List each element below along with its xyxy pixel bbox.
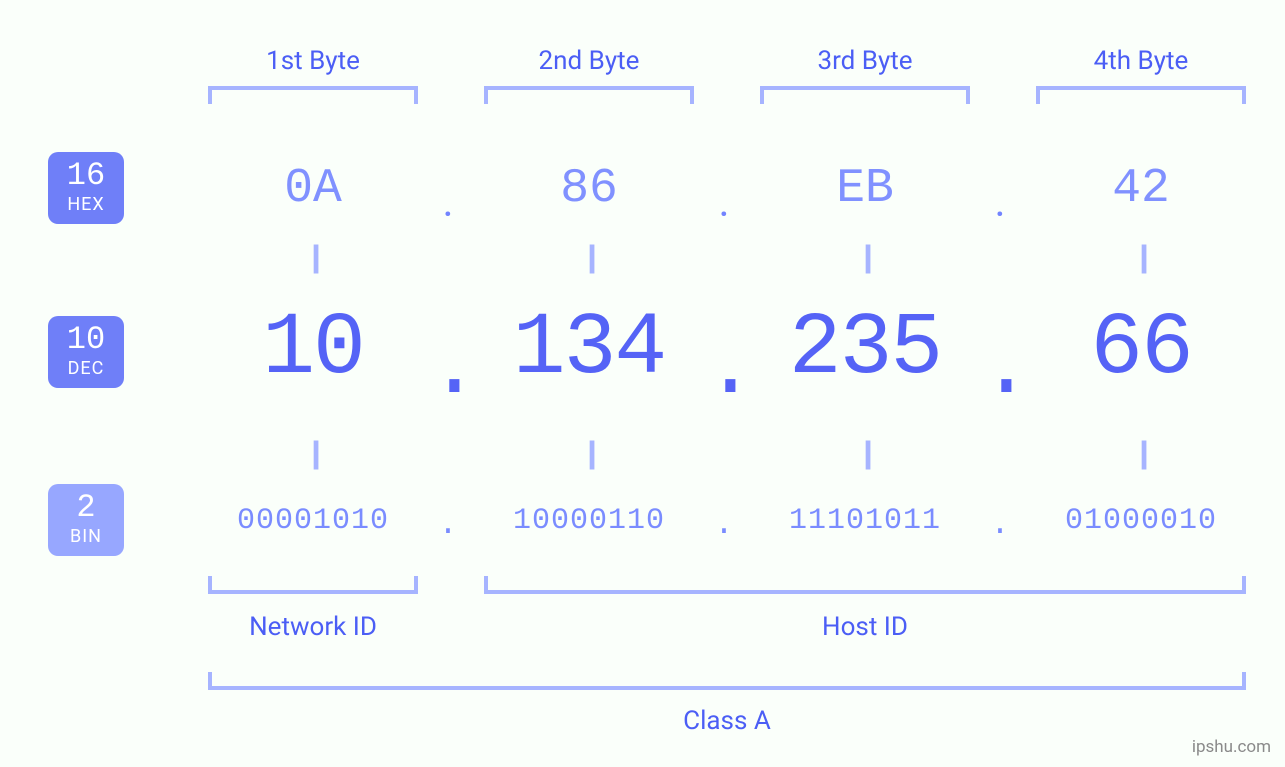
top-bracket <box>1036 86 1246 104</box>
bin-dot: . <box>428 506 468 543</box>
hex-dot: . <box>428 178 468 227</box>
bin-byte-4: 01000010 <box>1016 504 1266 538</box>
dec-byte-1: 10 <box>208 300 418 399</box>
dec-dot: . <box>428 320 468 419</box>
equals-icon: || <box>569 238 609 278</box>
equals-icon: || <box>293 238 333 278</box>
hex-byte-2: 86 <box>484 162 694 216</box>
dec-dot: . <box>980 320 1020 419</box>
class-bracket <box>208 672 1246 690</box>
host-id-bracket <box>484 576 1246 594</box>
dec-dot: . <box>704 320 744 419</box>
dec-byte-3: 235 <box>760 300 970 399</box>
base-num: 2 <box>76 492 95 524</box>
base-badge-dec: 10 DEC <box>48 316 124 388</box>
equals-icon: || <box>1121 238 1161 278</box>
class-label: Class A <box>208 706 1246 736</box>
host-id-label: Host ID <box>484 612 1246 642</box>
dec-byte-2: 134 <box>484 300 694 399</box>
equals-icon: || <box>845 434 885 474</box>
bin-byte-1: 00001010 <box>188 504 438 538</box>
equals-icon: || <box>293 434 333 474</box>
base-abbr: BIN <box>70 528 102 546</box>
base-badge-bin: 2 BIN <box>48 484 124 556</box>
base-num: 16 <box>67 160 105 192</box>
network-id-label: Network ID <box>208 612 418 642</box>
equals-icon: || <box>569 434 609 474</box>
top-bracket <box>484 86 694 104</box>
base-badge-hex: 16 HEX <box>48 152 124 224</box>
byte-header-2: 2nd Byte <box>484 46 694 76</box>
bin-dot: . <box>704 506 744 543</box>
base-abbr: HEX <box>67 196 104 214</box>
byte-header-1: 1st Byte <box>208 46 418 76</box>
equals-icon: || <box>1121 434 1161 474</box>
base-abbr: DEC <box>68 360 105 378</box>
base-num: 10 <box>67 324 105 356</box>
hex-byte-4: 42 <box>1036 162 1246 216</box>
equals-icon: || <box>845 238 885 278</box>
watermark: ipshu.com <box>1192 737 1271 757</box>
hex-byte-3: EB <box>760 162 970 216</box>
bin-dot: . <box>980 506 1020 543</box>
top-bracket <box>208 86 418 104</box>
bin-byte-3: 11101011 <box>740 504 990 538</box>
dec-byte-4: 66 <box>1036 300 1246 399</box>
hex-dot: . <box>980 178 1020 227</box>
byte-header-3: 3rd Byte <box>760 46 970 76</box>
top-bracket <box>760 86 970 104</box>
bin-byte-2: 10000110 <box>464 504 714 538</box>
hex-byte-1: 0A <box>208 162 418 216</box>
network-id-bracket <box>208 576 418 594</box>
byte-header-4: 4th Byte <box>1036 46 1246 76</box>
hex-dot: . <box>704 178 744 227</box>
